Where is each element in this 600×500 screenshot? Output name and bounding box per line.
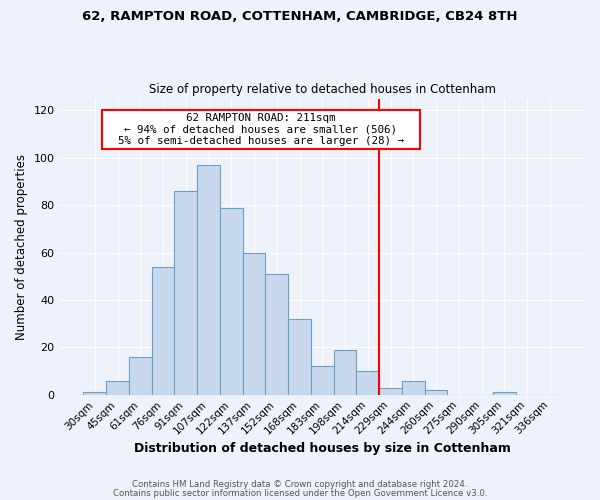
- Bar: [425, 390, 448, 394]
- Bar: [83, 392, 106, 394]
- Title: Size of property relative to detached houses in Cottenham: Size of property relative to detached ho…: [149, 83, 496, 96]
- Bar: [106, 380, 129, 394]
- Bar: [175, 191, 197, 394]
- Bar: [379, 388, 402, 394]
- Bar: [356, 371, 379, 394]
- Bar: [311, 366, 334, 394]
- Text: 62 RAMPTON ROAD: 211sqm  
  ← 94% of detached houses are smaller (506)  
  5% of: 62 RAMPTON ROAD: 211sqm ← 94% of detache…: [105, 113, 417, 146]
- Text: 62, RAMPTON ROAD, COTTENHAM, CAMBRIDGE, CB24 8TH: 62, RAMPTON ROAD, COTTENHAM, CAMBRIDGE, …: [82, 10, 518, 23]
- Text: Contains HM Land Registry data © Crown copyright and database right 2024.: Contains HM Land Registry data © Crown c…: [132, 480, 468, 489]
- Bar: [220, 208, 242, 394]
- Bar: [493, 392, 515, 394]
- Bar: [152, 267, 175, 394]
- Bar: [402, 380, 425, 394]
- Bar: [265, 274, 288, 394]
- Text: Contains public sector information licensed under the Open Government Licence v3: Contains public sector information licen…: [113, 490, 487, 498]
- X-axis label: Distribution of detached houses by size in Cottenham: Distribution of detached houses by size …: [134, 442, 511, 455]
- Bar: [334, 350, 356, 395]
- Bar: [129, 357, 152, 395]
- Bar: [288, 319, 311, 394]
- Bar: [197, 165, 220, 394]
- Bar: [242, 252, 265, 394]
- Y-axis label: Number of detached properties: Number of detached properties: [15, 154, 28, 340]
